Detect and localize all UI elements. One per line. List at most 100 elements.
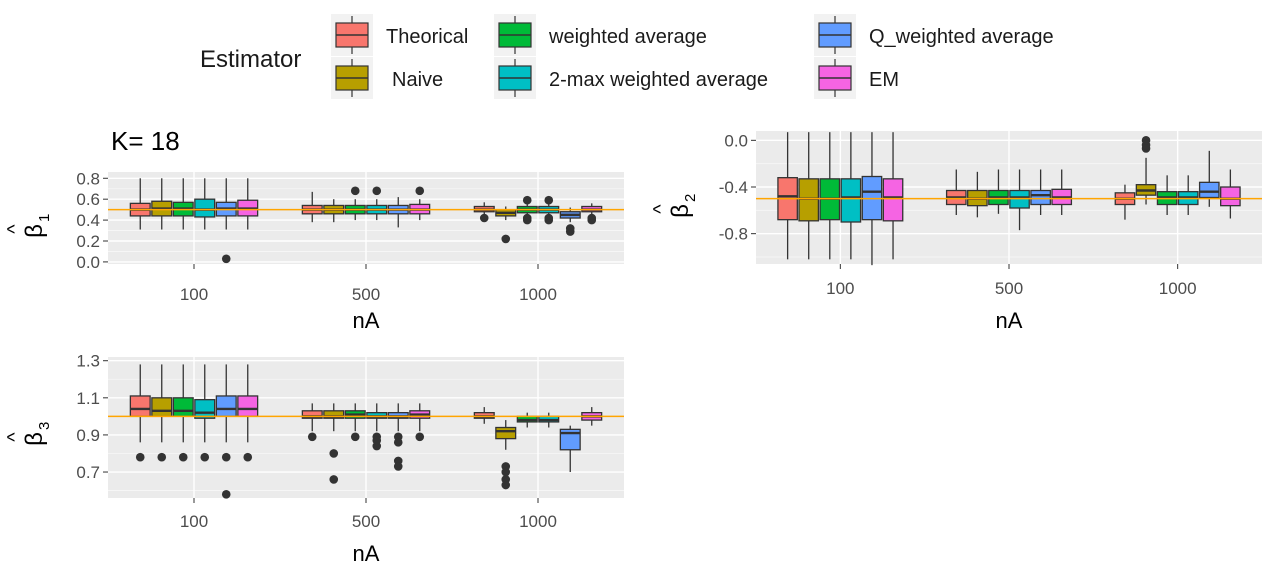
legend-item: Theorical xyxy=(331,14,468,56)
box-body xyxy=(301,410,323,419)
outlier-point xyxy=(221,489,231,499)
outlier-point xyxy=(372,186,382,196)
outlier-point xyxy=(178,452,188,462)
legend-title: Estimator xyxy=(200,46,301,73)
box-naive xyxy=(495,420,517,490)
legend-item: 2-max weighted average xyxy=(494,57,768,99)
box-q-weighted-average xyxy=(559,425,581,473)
y-tick-label: 0.4 xyxy=(76,211,100,230)
box-q-weighted-average xyxy=(1030,169,1051,215)
box-body xyxy=(172,397,194,418)
figure-title: K= 18 xyxy=(111,126,180,156)
legend-label: 2-max weighted average xyxy=(549,69,768,91)
y-tick-label: 0.6 xyxy=(76,190,100,209)
outlier-point xyxy=(544,213,554,223)
outlier-point xyxy=(522,195,532,205)
y-tick-label: 0.8 xyxy=(76,169,100,188)
y-tick-label: 0.2 xyxy=(76,232,100,251)
y-axis-symbol: β xyxy=(667,204,694,218)
outlier-point xyxy=(479,213,489,223)
panel-beta1: 0.0 0.2 0.4 0.6 0.8 100 500 1000 nA ^β 1 xyxy=(4,169,624,333)
box-body xyxy=(237,395,259,418)
box-em xyxy=(237,364,259,462)
y-axis-title: ^β 2 xyxy=(650,194,699,218)
x-tick-label: 500 xyxy=(352,285,380,304)
y-tick-label: -0.4 xyxy=(719,178,748,197)
x-tick-label: 100 xyxy=(180,512,208,531)
legend-label: Naive xyxy=(392,69,443,91)
outlier-point xyxy=(565,224,575,233)
y-axis-hat: ^ xyxy=(4,432,26,442)
y-axis-title: ^β 3 xyxy=(4,422,53,446)
box-weighted-average xyxy=(988,169,1009,214)
y-axis-subscript: 1 xyxy=(36,214,53,222)
legend-item: Q_weighted average xyxy=(814,14,1054,56)
y-tick-label: 1.3 xyxy=(76,352,100,371)
legend-label: weighted average xyxy=(548,26,707,48)
y-axis-title: ^β 1 xyxy=(4,214,53,238)
legend: Estimator Theorical Naive weighted average… xyxy=(200,14,1054,99)
x-tick-label: 1000 xyxy=(519,285,557,304)
y-tick-label: 0.0 xyxy=(76,253,100,272)
box-body xyxy=(194,399,216,419)
box-em xyxy=(409,403,431,442)
box-body xyxy=(215,395,237,418)
box-em xyxy=(1051,169,1073,215)
y-tick-label: -0.8 xyxy=(719,225,748,244)
outlier-point xyxy=(350,432,360,442)
outlier-point xyxy=(135,452,145,462)
y-axis-hat: ^ xyxy=(650,204,672,214)
box-body xyxy=(151,397,173,418)
outlier-point xyxy=(350,186,360,196)
box-body xyxy=(1198,181,1220,199)
y-axis-subscript: 2 xyxy=(682,194,699,202)
outlier-point xyxy=(587,213,597,223)
x-axis-title: nA xyxy=(353,541,380,566)
x-tick-label: 1000 xyxy=(1159,279,1197,298)
box-naive xyxy=(1135,136,1157,205)
outlier-point xyxy=(415,432,425,442)
outlier-point xyxy=(501,234,511,244)
y-tick-label: 1.1 xyxy=(76,389,100,408)
legend-label: Q_weighted average xyxy=(869,26,1054,48)
box-theorical xyxy=(945,169,967,215)
box-body xyxy=(323,410,345,419)
outlier-point xyxy=(501,480,511,490)
box-body xyxy=(129,395,151,418)
box-weighted-average xyxy=(344,403,366,442)
box-body xyxy=(882,178,904,222)
x-tick-label: 100 xyxy=(180,285,208,304)
x-axis-title: nA xyxy=(353,308,380,333)
outlier-point xyxy=(157,452,167,462)
legend-label: EM xyxy=(869,69,899,91)
x-axis-title: nA xyxy=(996,308,1023,333)
box-body xyxy=(495,426,517,440)
box-2-max-weighted-average xyxy=(194,364,216,462)
box-2-max-weighted-average xyxy=(538,412,560,428)
box-naive xyxy=(151,178,173,230)
box-naive xyxy=(495,206,517,244)
box-body xyxy=(194,198,216,218)
box-em xyxy=(237,178,259,230)
y-axis-hat: ^ xyxy=(4,224,26,234)
legend-item: Naive xyxy=(331,57,443,99)
legend-item: EM xyxy=(814,57,899,99)
outlier-point xyxy=(329,475,339,484)
x-tick-label: 1000 xyxy=(519,512,557,531)
y-tick-label: 0.9 xyxy=(76,426,100,445)
y-tick-label: 0.0 xyxy=(724,131,748,150)
outlier-point xyxy=(501,467,511,477)
y-tick-label: 0.7 xyxy=(76,463,100,482)
x-tick-label: 500 xyxy=(995,279,1023,298)
box-q-weighted-average xyxy=(1198,150,1220,207)
y-axis-subscript: 3 xyxy=(36,422,53,430)
outlier-point xyxy=(200,452,210,462)
outlier-point xyxy=(1141,136,1151,145)
outlier-point xyxy=(372,436,382,445)
x-tick-label: 100 xyxy=(826,279,854,298)
outlier-point xyxy=(522,213,532,223)
box-body xyxy=(840,178,862,223)
outlier-point xyxy=(329,449,339,458)
outlier-point xyxy=(544,195,554,205)
